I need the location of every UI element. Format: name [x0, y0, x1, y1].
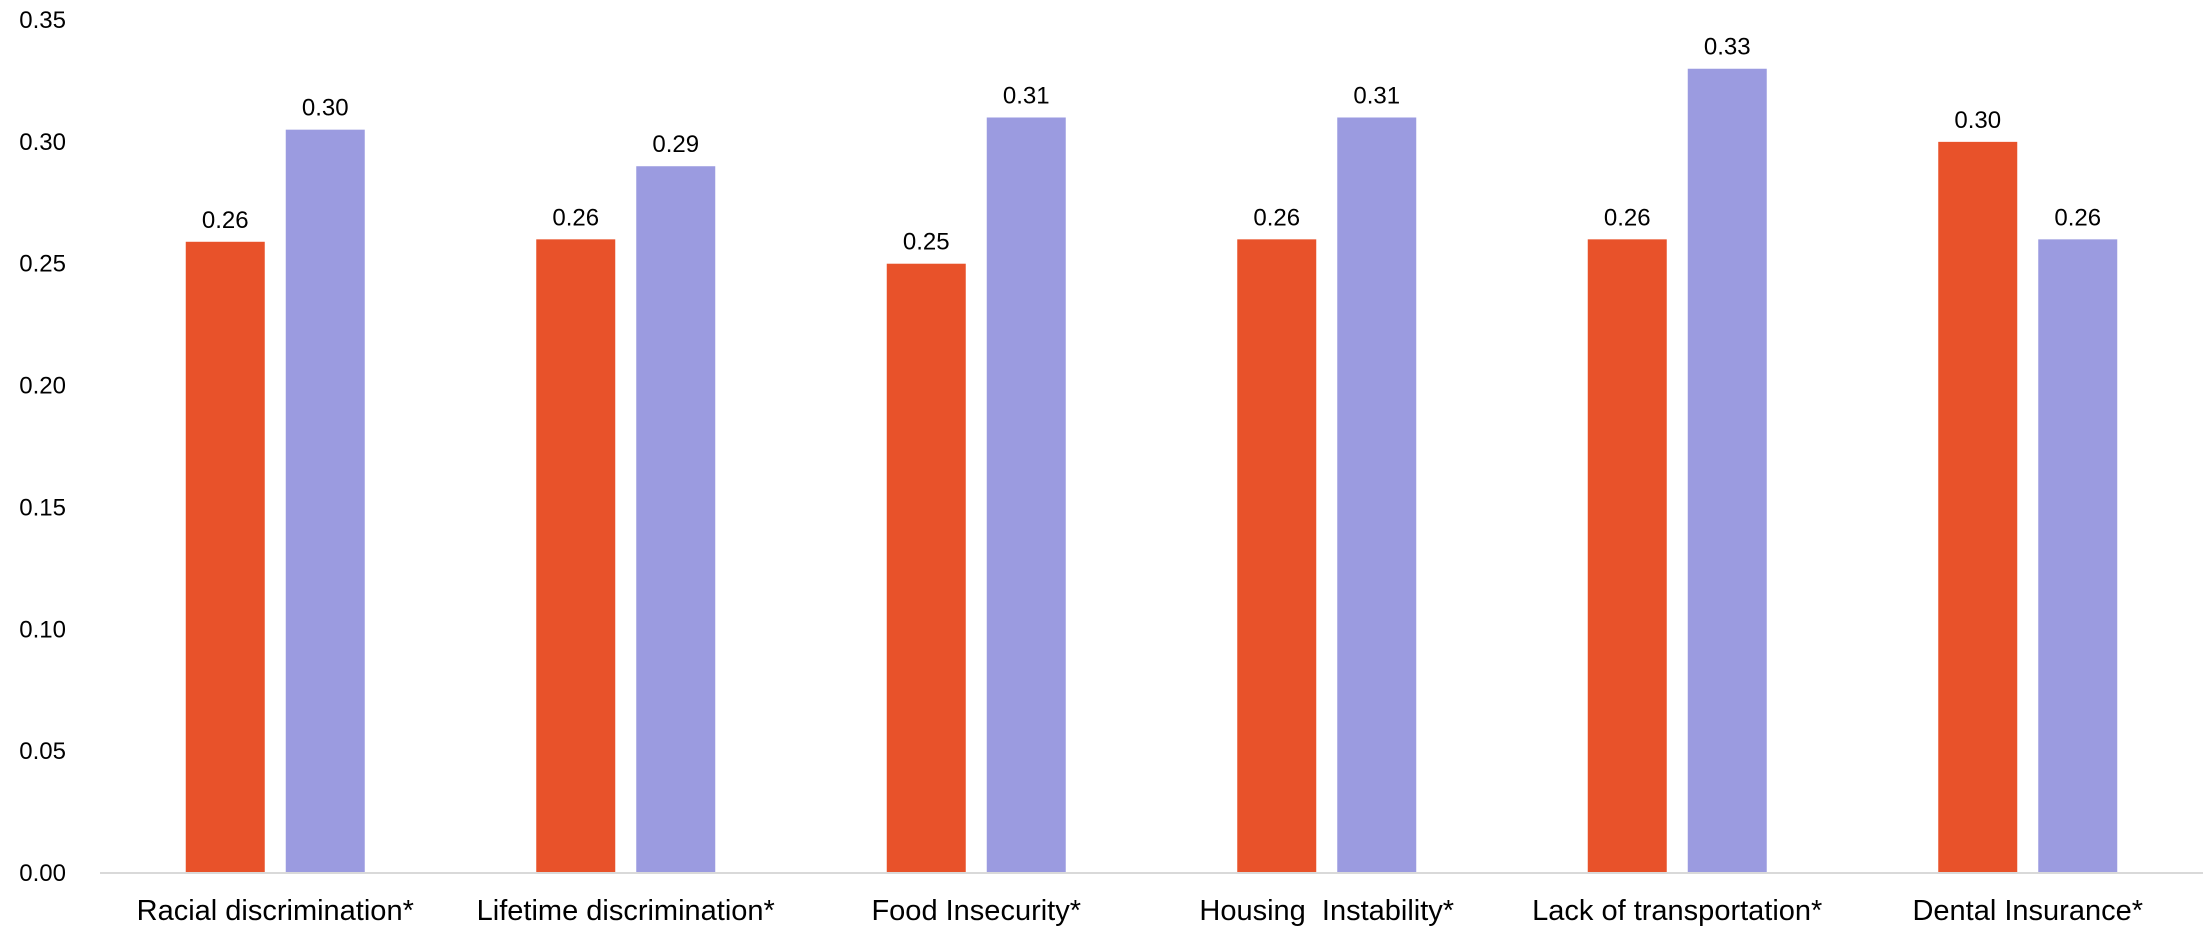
y-tick-label: 0.10: [19, 616, 66, 643]
data-label: 0.26: [1604, 204, 1651, 231]
y-axis: 0.00 0.05 0.10 0.15 0.20 0.25 0.30 0.35: [19, 7, 66, 887]
category-label: Racial discrimination*: [137, 895, 414, 927]
y-tick-label: 0.00: [19, 860, 66, 887]
bar-series-2-2: [986, 117, 1066, 873]
y-tick-label: 0.05: [19, 738, 66, 765]
x-axis: Racial discrimination* Lifetime discrimin…: [137, 895, 2143, 927]
bar-series-1-2: [886, 263, 966, 873]
category-label: Housing Instability*: [1199, 895, 1454, 927]
data-label: 0.26: [202, 207, 249, 234]
data-label: 0.25: [903, 229, 950, 256]
bar-series-2-1: [636, 166, 716, 873]
category-label: Lack of transportation*: [1532, 895, 1822, 927]
bar-series-2-5: [2038, 239, 2118, 874]
bar-series-1-1: [536, 239, 616, 874]
data-label: 0.26: [552, 204, 599, 231]
category-label: Dental Insurance*: [1912, 895, 2143, 927]
data-label: 0.31: [1353, 82, 1400, 109]
data-label: 0.26: [1253, 204, 1300, 231]
bar-series-1-3: [1237, 239, 1317, 874]
bar-series-1-5: [1938, 141, 2018, 873]
bars-group: [185, 68, 2118, 874]
data-label: 0.31: [1003, 82, 1050, 109]
data-label: 0.29: [652, 131, 699, 158]
category-label: Food Insecurity*: [871, 895, 1081, 927]
bar-series-2-3: [1337, 117, 1417, 873]
y-tick-label: 0.15: [19, 494, 66, 521]
data-label: 0.30: [1954, 107, 2001, 134]
category-label: Lifetime discrimination*: [477, 895, 775, 927]
bar-series-1-4: [1587, 239, 1667, 874]
y-tick-label: 0.35: [19, 7, 66, 34]
data-label: 0.26: [2054, 204, 2101, 231]
data-label: 0.30: [302, 95, 349, 122]
bar-series-2-0: [285, 129, 365, 873]
bar-series-2-4: [1687, 68, 1767, 873]
bar-series-1-0: [185, 241, 265, 873]
data-label: 0.33: [1704, 34, 1751, 61]
y-tick-label: 0.30: [19, 129, 66, 156]
y-tick-label: 0.20: [19, 373, 66, 400]
y-tick-label: 0.25: [19, 251, 66, 278]
data-labels-group: 0.26 0.30 0.26 0.29 0.25 0.31 0.26 0.31 0.26 0.33…: [202, 34, 2101, 256]
